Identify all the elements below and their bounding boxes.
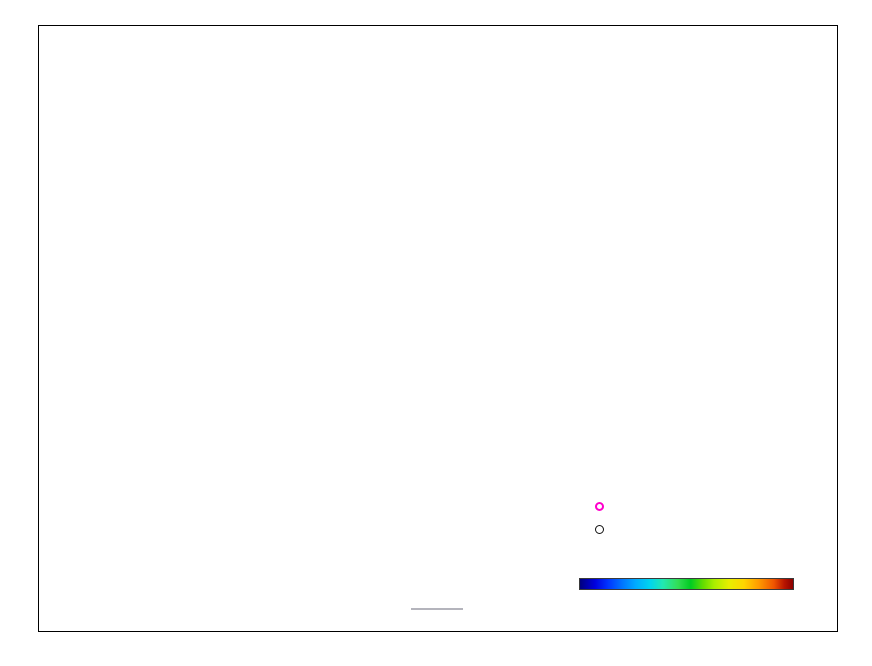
legend-item-argo — [591, 496, 620, 517]
colorbar — [579, 574, 794, 612]
legend-item-ship — [591, 519, 620, 540]
marker-legend — [591, 496, 620, 542]
colorbar-gradient — [579, 578, 794, 590]
circle-marker-icon — [595, 525, 604, 534]
ssh-map-canvas[interactable] — [39, 26, 837, 631]
bathymetry-legend — [409, 571, 436, 631]
colorbar-ticks — [579, 592, 794, 612]
circle-marker-icon — [595, 502, 604, 511]
bathymetry-line-sample — [411, 608, 463, 610]
map-plot-area[interactable] — [38, 25, 838, 632]
map-title-block — [57, 32, 88, 152]
product-annotation — [721, 311, 754, 437]
